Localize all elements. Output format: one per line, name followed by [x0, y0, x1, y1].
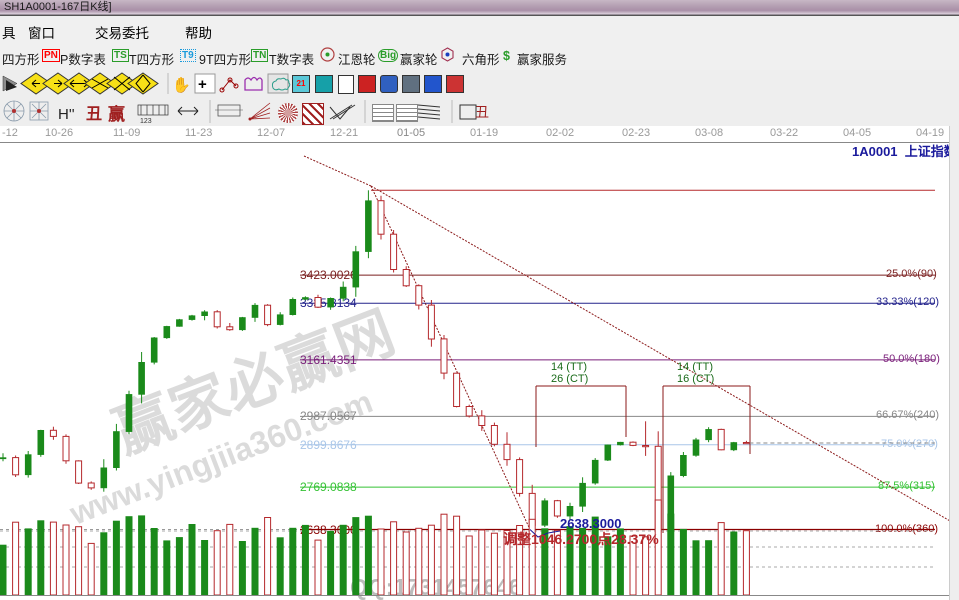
svg-text:丑: 丑 — [475, 104, 489, 120]
